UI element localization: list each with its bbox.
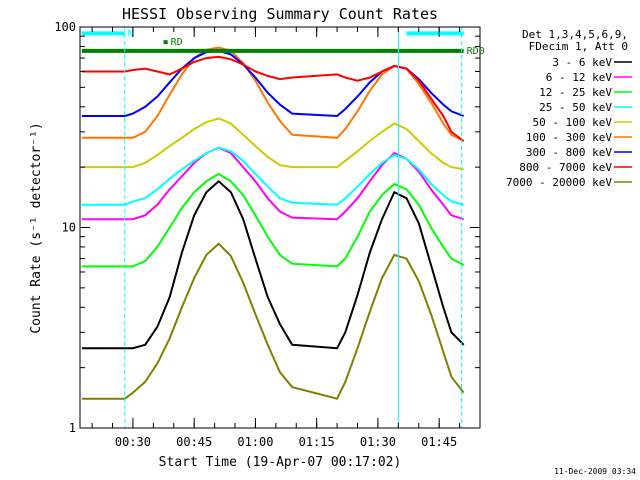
flag-label-rd0: RD0 [467,46,485,57]
x-axis-label: Start Time (19-Apr-07 00:17:02) [159,455,402,470]
flag-label-n: N [128,28,134,39]
x-tick-label: 00:45 [176,435,212,449]
series-line-300-800-kev [81,49,465,118]
legend: Det 1,3,4,5,6,9,FDecim 1, Att 0 3 - 6 keV… [506,28,632,189]
legend-label-100-300-kev: 100 - 300 keV [526,131,612,144]
legend-header-line: Det 1,3,4,5,6,9, [522,28,628,41]
legend-label-800-7000-kev: 800 - 7000 keV [519,161,612,174]
x-tick-label: 00:30 [115,435,151,449]
x-tick-label: 01:30 [360,435,396,449]
series-line-12-25-kev [81,172,465,268]
legend-label-50-100-kev: 50 - 100 keV [533,116,613,129]
flag-bars: N RD RD0 [81,28,485,57]
flag-label-rd: RD [171,37,183,48]
y-axis: 1 10 100 [54,20,480,435]
y-tick-label: 10 [62,221,76,235]
y-axis-label: Count Rate (s⁻¹ detector⁻¹) [29,122,44,333]
legend-label-300-800-kev: 300 - 800 keV [526,146,612,159]
series-lines [81,46,465,400]
legend-label-7000-20000-kev: 7000 - 20000 keV [506,176,612,189]
legend-label-3-6-kev: 3 - 6 keV [552,56,612,69]
x-tick-label: 01:45 [421,435,457,449]
vertical-markers [124,27,463,428]
legend-label-25-50-kev: 25 - 50 keV [539,101,612,114]
chart-title: HESSI Observing Summary Count Rates [122,5,438,23]
y-tick-label: 100 [54,20,76,34]
legend-header-line: FDecim 1, Att 0 [529,40,628,53]
series-line-800-7000-kev [81,55,465,142]
x-tick-label: 01:00 [237,435,273,449]
y-tick-label: 1 [69,421,76,435]
x-tick-label: 01:15 [299,435,335,449]
legend-label-6-12-kev: 6 - 12 keV [546,71,613,84]
series-line-25-50-kev [81,146,464,206]
legend-label-12-25-kev: 12 - 25 keV [539,86,612,99]
series-line-100-300-kev [81,46,465,142]
footer-timestamp: 11-Dec-2009 03:34 [554,467,636,476]
series-line-50-100-kev [81,117,464,171]
x-axis: 00:30 00:45 01:00 01:15 01:30 01:45 [91,27,461,449]
series-line-7000-20000-kev [81,242,465,400]
series-line-3-6-kev [81,179,465,350]
